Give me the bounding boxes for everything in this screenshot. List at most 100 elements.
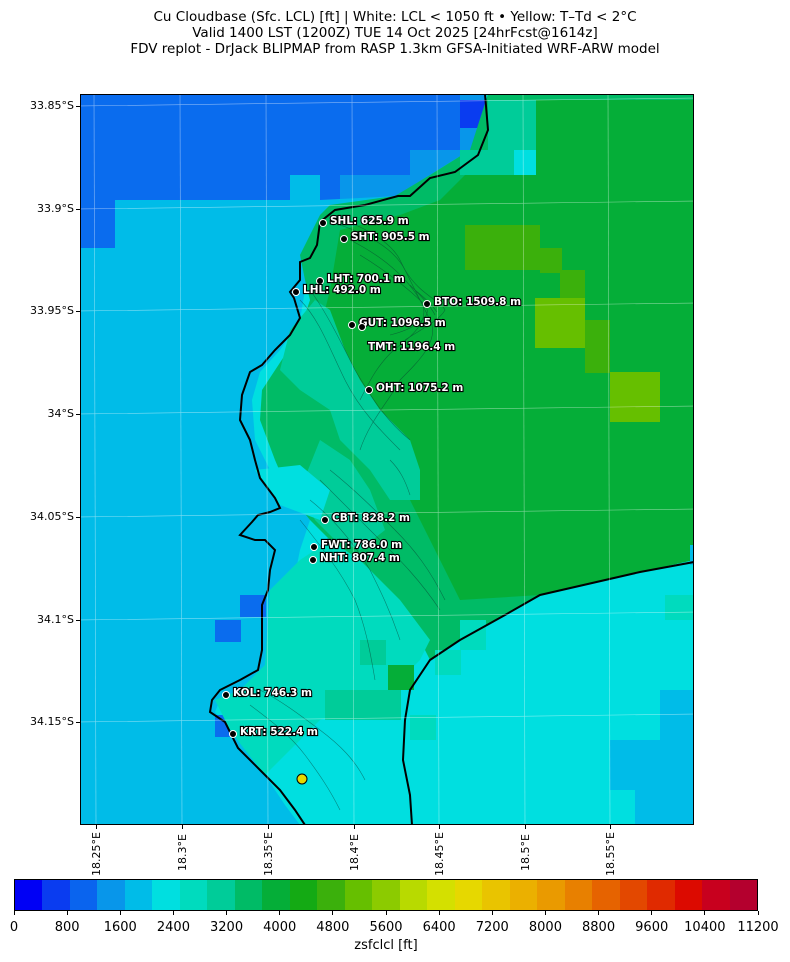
colorbar-tick — [332, 911, 334, 915]
lon-tick — [268, 825, 269, 829]
colorbar-tick — [544, 911, 546, 915]
colorbar-tick-label: 5600 — [369, 920, 403, 935]
colorbar-swatch — [69, 880, 98, 910]
station-marker-oht — [365, 386, 373, 394]
coastline — [208, 95, 490, 824]
station-marker-gut — [348, 321, 356, 329]
station-marker-kol — [222, 691, 230, 699]
colorbar-tick — [651, 911, 653, 915]
colorbar-swatch — [152, 880, 180, 910]
land-lime — [465, 225, 540, 270]
colorbar-tick-label: 800 — [54, 920, 80, 935]
colorbar-swatch — [262, 880, 290, 910]
station-marker-nht — [309, 556, 317, 564]
lon-label: 18.25°E — [90, 832, 103, 876]
colorbar-tick-label: 0 — [9, 920, 19, 935]
station-label-krt: KRT: 522.4 m — [240, 726, 318, 738]
colorbar-tick — [598, 911, 600, 915]
lon-label: 18.5°E — [519, 834, 532, 871]
station-marker-krt — [229, 730, 237, 738]
station-label-sht: SHT: 905.5 m — [351, 231, 430, 243]
station-marker-sht — [340, 235, 348, 243]
lon-label: 18.3°E — [176, 834, 189, 871]
lon-tick — [182, 825, 183, 829]
lat-label: 34.1°S — [37, 613, 74, 626]
colorbar-swatch — [647, 880, 675, 910]
station-label-tmt: TMT: 1196.4 m — [368, 341, 455, 353]
colorbar-tick-label: 7200 — [475, 920, 509, 935]
lon-label: 18.45°E — [433, 832, 446, 876]
ridge-teal — [280, 300, 420, 500]
lat-tick — [76, 209, 80, 210]
station-label-nht: NHT: 807.4 m — [320, 552, 400, 564]
lat-tick — [76, 517, 80, 518]
colorbar-swatch — [674, 880, 703, 910]
ridge-teal-2 — [300, 440, 385, 550]
title-line-1: Cu Cloudbase (Sfc. LCL) [ft] | White: LC… — [153, 9, 637, 25]
ridge-teal-3 — [255, 465, 330, 520]
map-panel: SHL: 625.9 m SHT: 905.5 m LHT: 700.1 m LHL:… — [80, 94, 694, 825]
colorbar-swatch — [234, 880, 263, 910]
station-label-lhl: LHL: 492.0 m — [303, 284, 381, 296]
ocean-deep — [81, 95, 460, 248]
station-label-gut: GUT: 1096.5 m — [359, 317, 446, 329]
lat-tick — [76, 620, 80, 621]
station-marker-lhl — [292, 288, 300, 296]
colorbar-swatch — [564, 880, 593, 910]
station-label-cbt: CBT: 828.2 m — [332, 512, 410, 524]
station-marker-bto — [423, 300, 431, 308]
colorbar-swatch — [427, 880, 455, 910]
colorbar-swatch — [42, 880, 70, 910]
lat-label: 34.15°S — [30, 715, 74, 728]
title-line-3: FDV replot - DrJack BLIPMAP from RASP 1.… — [130, 41, 660, 57]
colorbar-tick-label: 6400 — [422, 920, 456, 935]
colorbar-tick — [704, 911, 706, 915]
colorbar-swatch — [344, 880, 373, 910]
station-layer: SHL: 625.9 m SHT: 905.5 m LHT: 700.1 mLHL:… — [222, 214, 522, 739]
colorbar-swatch — [317, 880, 345, 910]
colorbar-tick-label: 4800 — [316, 920, 350, 935]
colorbar-swatch — [702, 880, 730, 910]
colorbar-swatch — [124, 880, 153, 910]
colorbar-tick — [438, 911, 440, 915]
graticule — [81, 95, 693, 824]
colorbar — [14, 879, 758, 911]
station-label-bto: BTO: 1509.8 m — [434, 296, 521, 308]
colorbar-swatch — [537, 880, 565, 910]
colorbar-tick-label: 1600 — [103, 920, 137, 935]
colorbar-swatch — [509, 880, 538, 910]
lat-tick — [76, 311, 80, 312]
boundary-line — [401, 561, 693, 824]
lat-label: 33.95°S — [30, 304, 74, 317]
station-marker-fwt — [310, 543, 318, 551]
station-label-kol: KOL: 746.3 m — [233, 687, 312, 699]
colorbar-tick-label: 4000 — [263, 920, 297, 935]
colorbar-swatch — [399, 880, 428, 910]
colorbar-tick — [66, 911, 68, 915]
station-label-oht: OHT: 1075.2 m — [376, 382, 463, 394]
colorbar-tick-label: 8800 — [582, 920, 616, 935]
colorbar-tick-label: 8000 — [528, 920, 562, 935]
station-marker-shl — [319, 219, 327, 227]
map-canvas: SHL: 625.9 m SHT: 905.5 m LHT: 700.1 mLHL:… — [81, 95, 693, 824]
lat-tick — [76, 722, 80, 723]
yellow-dewpoint-marker — [296, 773, 308, 785]
lat-label: 33.85°S — [30, 99, 74, 112]
colorbar-swatch — [482, 880, 510, 910]
land-teal-south — [215, 540, 430, 775]
lon-tick — [439, 825, 440, 829]
colorbar-swatch — [592, 880, 620, 910]
colorbar-title: zsfclcl [ft] — [354, 938, 418, 953]
colorbar-swatch — [289, 880, 318, 910]
lon-label: 18.35°E — [262, 832, 275, 876]
lon-label: 18.4°E — [348, 834, 361, 871]
colorbar-swatch — [15, 880, 43, 910]
station-marker-lht — [316, 277, 324, 285]
colorbar-tick — [491, 911, 493, 915]
colorbar-tick-label: 9600 — [635, 920, 669, 935]
colorbar-tick-label: 3200 — [210, 920, 244, 935]
station-label-lht: LHT: 700.1 m — [327, 273, 405, 285]
lat-label: 34°S — [47, 407, 74, 420]
lon-tick — [354, 825, 355, 829]
lon-label: 18.55°E — [604, 832, 617, 876]
